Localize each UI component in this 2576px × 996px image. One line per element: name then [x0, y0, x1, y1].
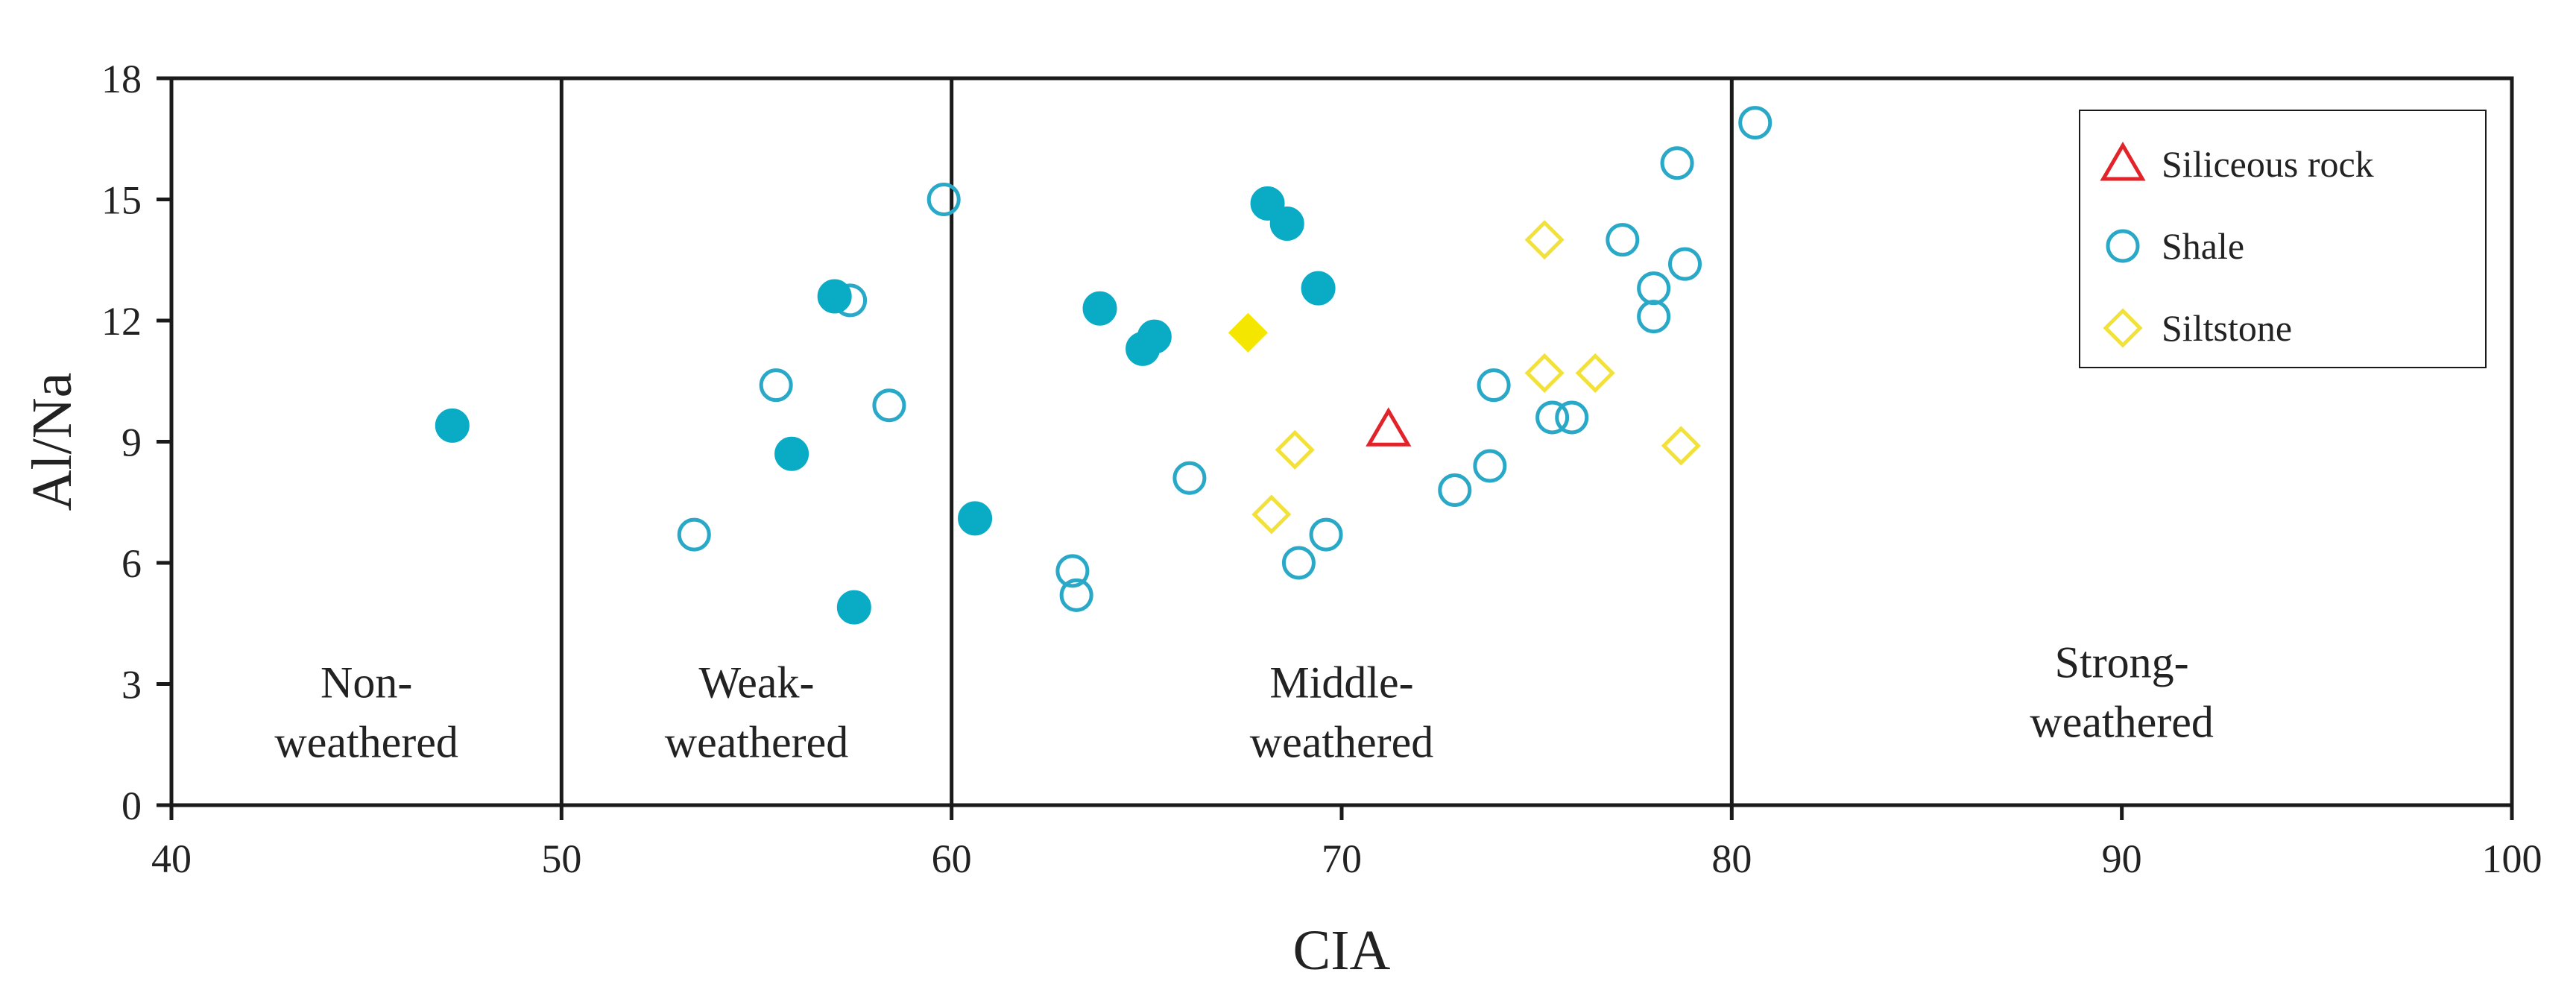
y-tick-label: 12	[101, 299, 142, 344]
shale-filled-point	[958, 501, 993, 536]
x-tick-label: 70	[1322, 836, 1362, 881]
legend-marker	[2100, 142, 2146, 181]
legend-marker	[2103, 308, 2143, 348]
shale-point	[1535, 400, 1570, 435]
zone-label: Strong-	[2055, 637, 2189, 687]
siltstone-point	[1661, 426, 1701, 466]
y-tick-label: 18	[101, 57, 142, 101]
zone-boundaries	[559, 78, 1734, 805]
shale-filled-point	[1137, 319, 1172, 354]
zone-labels: Non-weathered Weak-weathered Middle-weathe…	[274, 637, 2214, 766]
y-axis-title: Al/Na	[21, 373, 83, 511]
siltstone-filled-point	[1228, 312, 1268, 353]
shale-point	[1438, 473, 1472, 507]
shale-point	[1477, 368, 1511, 403]
legend-marker	[2106, 229, 2140, 263]
shale-point	[926, 183, 961, 216]
siltstone-point	[1524, 353, 1565, 393]
shale-filled-point	[435, 408, 470, 443]
x-tick-label: 50	[541, 836, 581, 881]
x-tick-label: 60	[932, 836, 972, 881]
shale-filled-point	[774, 436, 809, 471]
shale-point	[872, 388, 906, 423]
x-tick-label: 100	[2482, 836, 2542, 881]
x-tick-label: 40	[151, 836, 192, 881]
y-tick-label: 9	[121, 420, 142, 465]
shale-point	[1637, 300, 1671, 334]
legend-label: Siltstone	[2162, 307, 2292, 349]
shale-point	[1738, 106, 1772, 140]
shale-point	[1637, 271, 1671, 306]
shale-point	[677, 517, 711, 552]
y-axis-ticks: 0 3 6 9 12 15 18	[101, 57, 171, 828]
zone-label: Non-	[321, 658, 412, 707]
zone-label: weathered	[274, 717, 458, 766]
zone-label: weathered	[2030, 697, 2214, 746]
shale-point	[1172, 461, 1207, 495]
zone-label: Weak-	[698, 658, 814, 707]
x-axis-ticks: 40 50 60 70 80 90 100	[151, 805, 2542, 881]
shale-point	[1281, 546, 1316, 580]
y-tick-label: 3	[121, 663, 142, 707]
legend: Siliceous rock Shale Siltstone	[2079, 110, 2487, 368]
shale-point	[1309, 517, 1343, 552]
data-points	[435, 106, 1772, 625]
shale-filled-point	[836, 590, 871, 625]
y-tick-label: 0	[121, 784, 142, 828]
y-tick-label: 6	[121, 541, 142, 586]
legend-label: Shale	[2162, 225, 2244, 267]
siltstone-point	[1524, 220, 1565, 260]
shale-point	[1059, 578, 1093, 612]
legend-box	[2079, 110, 2487, 368]
siltstone-point	[1251, 494, 1292, 535]
siltstone-point	[1275, 429, 1315, 470]
x-axis-title: CIA	[1293, 919, 1391, 982]
shale-point	[1660, 146, 1694, 180]
siliceous-rock-point	[1366, 407, 1412, 447]
legend-label: Siliceous rock	[2162, 143, 2374, 185]
siltstone-point	[1575, 353, 1615, 393]
shale-filled-point	[817, 279, 852, 314]
zone-label: Middle-	[1269, 658, 1413, 707]
x-tick-label: 90	[2102, 836, 2142, 881]
shale-point	[759, 368, 793, 403]
y-tick-label: 15	[101, 178, 142, 223]
shale-point	[1668, 247, 1702, 281]
zone-label: weathered	[665, 717, 849, 766]
shale-point	[1473, 449, 1507, 483]
x-tick-label: 80	[1711, 836, 1752, 881]
shale-filled-point	[1082, 291, 1117, 326]
shale-filled-point	[1269, 207, 1304, 241]
zone-label: weathered	[1250, 717, 1434, 766]
shale-point	[1606, 223, 1640, 257]
shale-point	[1055, 554, 1090, 588]
shale-filled-point	[1301, 271, 1336, 306]
shale-point	[1555, 400, 1589, 435]
